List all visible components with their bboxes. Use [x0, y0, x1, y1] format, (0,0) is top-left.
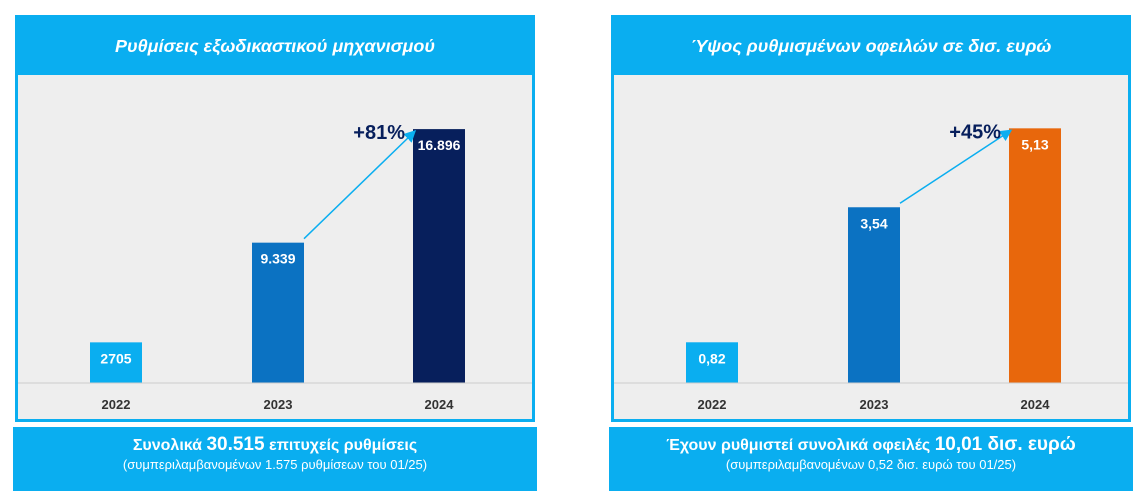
growth-label: +81% — [353, 122, 405, 144]
bar-2022 — [686, 342, 738, 383]
data-label: 16.896 — [418, 137, 461, 153]
chart-title: Ύψος ρυθμισμένων οφειλών σε δισ. ευρώ — [614, 18, 1128, 75]
chart-title: Ρυθμίσεις εξωδικαστικού μηχανισμού — [18, 18, 532, 75]
data-label: 9.339 — [260, 251, 295, 267]
x-tick-label: 2023 — [264, 397, 293, 412]
growth-label: +45% — [949, 121, 1001, 143]
bar-2023 — [252, 242, 304, 383]
bar-chart-debt-amount: 0,82 2022 3,54 2023 5,13 2024 +45% — [614, 121, 1128, 412]
chart-panel-settlements: Ρυθμίσεις εξωδικαστικού μηχανισμού 2705 2… — [15, 15, 535, 422]
data-label: 2705 — [100, 350, 131, 366]
summary-total: 10,01 δισ. ευρώ — [934, 434, 1076, 455]
summary-text: Συνολικά 30.515 επιτυχείς ρυθμίσεις — [132, 434, 418, 455]
summary-text: Έχουν ρυθμιστεί συνολικά οφειλές 10,01 δ… — [666, 434, 1076, 455]
x-tick-label: 2022 — [698, 397, 727, 412]
data-label: 5,13 — [1021, 136, 1048, 152]
growth-arrow — [899, 129, 1013, 204]
plot-area: 0,82 2022 3,54 2023 5,13 2024 +45% — [614, 75, 1128, 419]
x-tick-label: 2024 — [1021, 397, 1051, 412]
x-tick-label: 2023 — [860, 397, 889, 412]
plot-area: 2705 2022 9.339 2023 16.896 2024 +81% — [18, 75, 532, 419]
data-label: 0,82 — [698, 350, 725, 366]
bar-2024 — [1009, 128, 1061, 383]
summary-note: (συμπεριλαμβανομένων 1.575 ρυθμίσεων του… — [122, 457, 428, 472]
summary-note: (συμπεριλαμβανομένων 0,52 δισ. ευρώ του … — [725, 457, 1017, 472]
x-tick-label: 2024 — [425, 397, 455, 412]
bar-2022 — [90, 342, 142, 383]
bar-chart-settlements: 2705 2022 9.339 2023 16.896 2024 +81% — [18, 122, 532, 412]
bar-2024 — [413, 129, 465, 383]
data-label: 3,54 — [860, 215, 887, 231]
growth-arrow — [303, 130, 417, 240]
summary-total: 30.515 — [206, 434, 265, 455]
x-tick-label: 2022 — [102, 397, 131, 412]
bar-2023 — [848, 207, 900, 383]
summary-footer-debt: Έχουν ρυθμιστεί συνολικά οφειλές 10,01 δ… — [609, 427, 1133, 491]
summary-footer-settlements: Συνολικά 30.515 επιτυχείς ρυθμίσεις (συμ… — [13, 427, 537, 491]
chart-panel-debt-amount: Ύψος ρυθμισμένων οφειλών σε δισ. ευρώ 0,… — [611, 15, 1131, 422]
